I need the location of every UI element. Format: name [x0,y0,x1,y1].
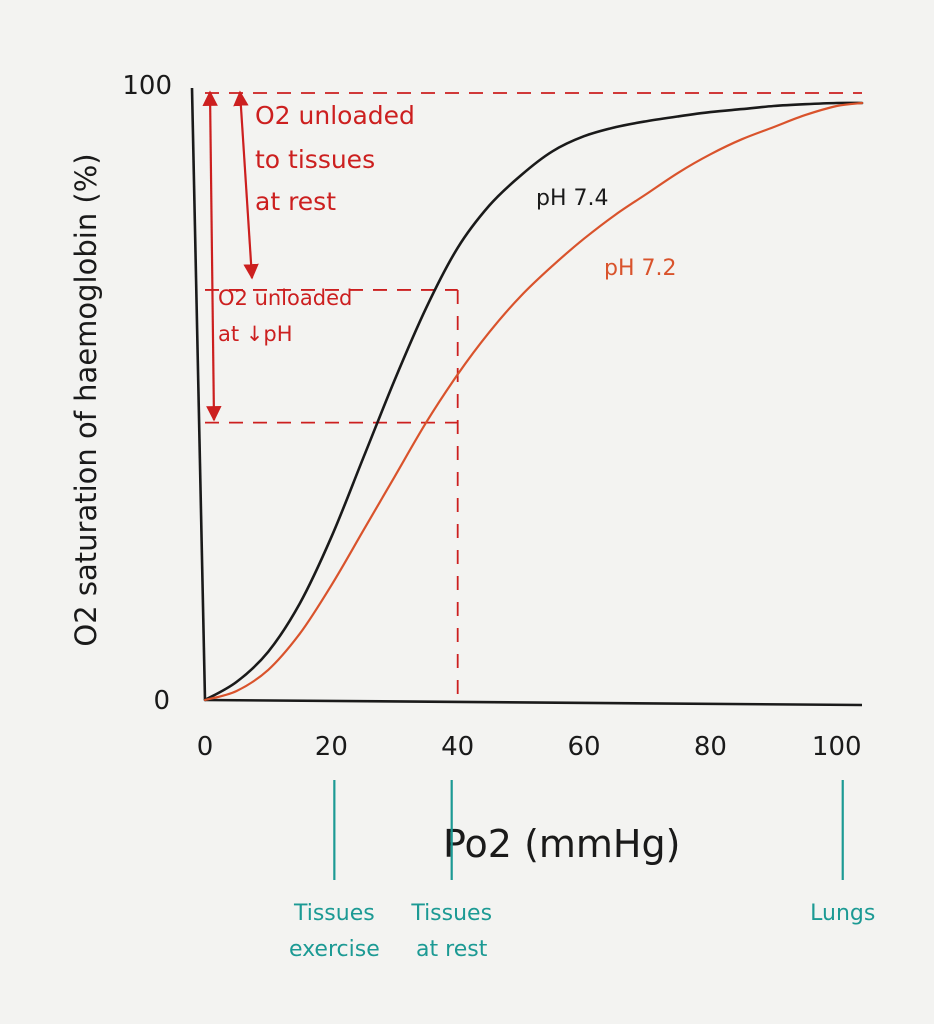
curves [203,101,864,702]
x-tick-label: 20 [315,732,348,762]
marker-label: Tissues [410,901,492,926]
annotation-unloaded-ph-line2: at ↓pH [218,322,293,346]
marker-label: Tissues [293,901,375,926]
series-label-ph72: pH 7.2 [604,256,677,281]
po2-markers: Tissues exercise Tissues at rest Lungs [289,780,875,962]
annotation-unloaded-ph-line1: O2 unloaded [218,286,352,310]
marker-label: exercise [289,937,380,962]
x-tick-labels: 0 20 40 60 80 100 [197,732,862,762]
marker-label: at rest [416,937,488,962]
series-label-ph74: pH 7.4 [536,186,609,211]
series-line-ph72 [203,101,864,702]
arrow-unloaded-rest [233,90,259,280]
arrow-unloaded-total [202,90,222,422]
y-axis-title: O2 saturation of haemoglobin (%) [69,153,103,646]
x-axis [204,698,863,707]
y-axis [190,87,207,701]
annotation-unloaded-rest: O2 unloaded to tissues at rest [255,101,415,216]
annotation-unloaded-ph: O2 unloaded at ↓pH [218,286,352,346]
x-tick-label: 0 [197,732,214,762]
reference-lines [205,92,862,700]
x-tick-label: 100 [812,732,862,762]
annotation-unloaded-rest-line3: at rest [255,187,336,216]
x-tick-label: 40 [441,732,474,762]
y-tick-label: 100 [122,71,172,101]
x-tick-label: 60 [567,732,600,762]
y-tick-label: 0 [153,686,170,716]
annotation-unloaded-rest-line2: to tissues [255,145,375,174]
series-line-ph74 [203,101,864,702]
y-tick-labels: 0 100 [122,71,172,716]
annotation-unloaded-rest-line1: O2 unloaded [255,101,415,130]
marker-label: Lungs [810,901,875,926]
x-tick-label: 80 [694,732,727,762]
x-axis-title: Po2 (mmHg) [443,822,680,866]
